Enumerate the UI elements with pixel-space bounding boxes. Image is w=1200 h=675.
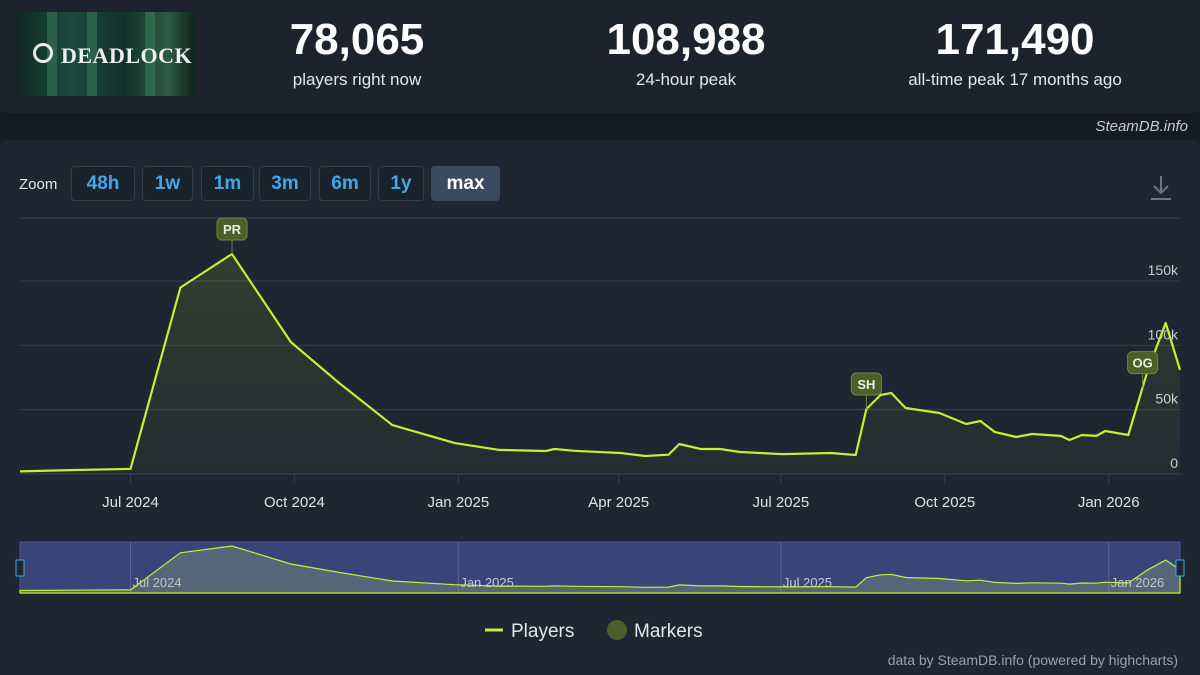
stat-value: 78,065 xyxy=(289,15,425,64)
marker-flag[interactable] xyxy=(1127,351,1159,375)
logo-text: DEADLOCK xyxy=(61,43,193,68)
navigator-tick-label: Jan 2026 xyxy=(1111,575,1165,590)
zoom-button[interactable]: 3m xyxy=(259,166,311,201)
navigator-handle[interactable] xyxy=(15,559,25,577)
stat-value: 171,490 xyxy=(935,15,1095,64)
legend-label[interactable]: Players xyxy=(511,621,574,642)
header-panel: DEADLOCK 78,065 players right now 108,98… xyxy=(0,0,1200,113)
zoom-button[interactable]: 48h xyxy=(71,166,135,201)
x-tick-label: Jul 2025 xyxy=(753,494,810,511)
x-tick-label: Oct 2025 xyxy=(914,494,975,511)
source-link[interactable]: SteamDB.info xyxy=(1095,118,1188,135)
navigator-handle[interactable] xyxy=(1175,559,1185,577)
x-tick-label: Jan 2026 xyxy=(1078,494,1140,511)
stat: 78,065 players right now xyxy=(207,14,507,90)
x-tick-label: Apr 2025 xyxy=(588,494,649,511)
zoom-button[interactable]: 1w xyxy=(142,166,193,201)
stat: 171,490 all-time peak 17 months ago xyxy=(865,14,1165,90)
series-area xyxy=(20,254,1180,474)
series-line xyxy=(19,252,1182,473)
marker-flag[interactable] xyxy=(850,372,882,396)
zoom-label: Zoom xyxy=(19,176,58,193)
y-tick-label: 150k xyxy=(1148,262,1179,278)
x-tick-label: Jan 2025 xyxy=(427,494,489,511)
navigator-area xyxy=(19,545,1181,594)
stat: 108,988 24-hour peak xyxy=(536,14,836,90)
legend-label[interactable]: Markers xyxy=(634,621,703,642)
marker-label: PR xyxy=(223,222,242,237)
logo-emblem xyxy=(33,43,53,63)
marker-flag[interactable] xyxy=(216,217,248,241)
credits[interactable]: data by SteamDB.info (powered by highcha… xyxy=(888,652,1178,668)
x-tick-label: Oct 2024 xyxy=(264,494,325,511)
marker-label: OG xyxy=(1132,356,1152,371)
stat-label: 24-hour peak xyxy=(635,70,737,89)
stat-label: players right now xyxy=(292,70,422,89)
stat-value: 108,988 xyxy=(606,15,766,64)
game-logo: DEADLOCK xyxy=(17,12,195,96)
zoom-button[interactable]: max xyxy=(431,166,500,201)
download-icon[interactable] xyxy=(1151,176,1171,200)
stat-label: all-time peak 17 months ago xyxy=(908,70,1122,89)
x-tick-label: Jul 2024 xyxy=(102,494,159,511)
zoom-button[interactable]: 1m xyxy=(201,166,254,201)
zoom-button[interactable]: 1y xyxy=(378,166,424,201)
navigator-background xyxy=(19,541,1181,594)
legend-marker xyxy=(607,620,627,640)
zoom-button[interactable]: 6m xyxy=(319,166,371,201)
marker-label: SH xyxy=(857,377,875,392)
